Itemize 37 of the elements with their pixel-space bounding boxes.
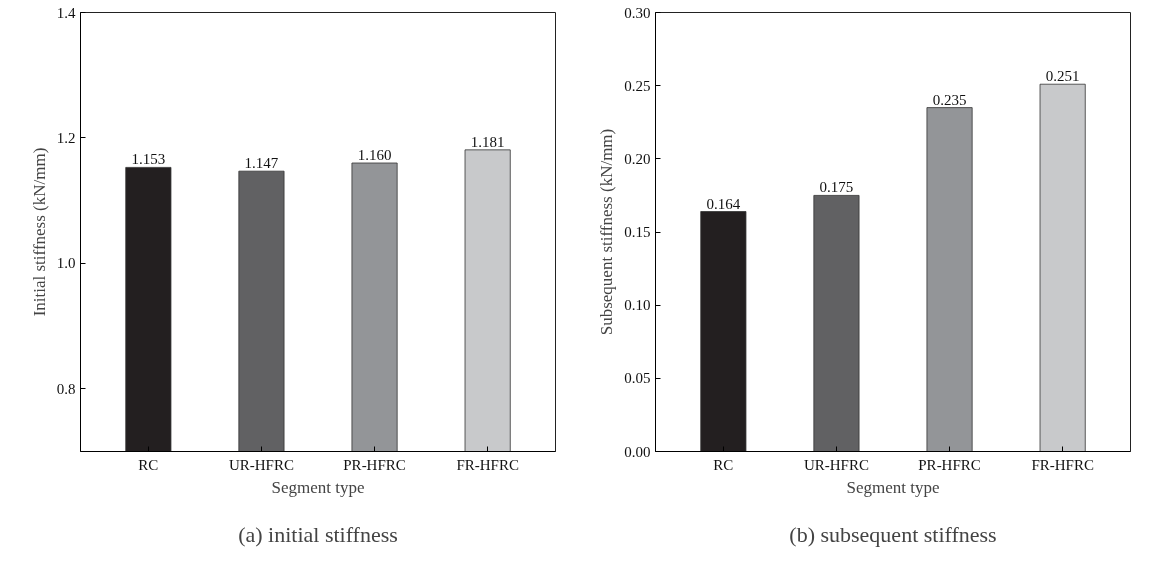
data-label: 0.164 — [706, 195, 741, 212]
x-tick-label: PR-HFRC — [918, 456, 981, 473]
x-tick-label: PR-HFRC — [343, 456, 406, 473]
data-label: 1.147 — [244, 155, 279, 172]
x-tick-label: FR-HFRC — [456, 456, 519, 473]
data-label: 0.235 — [932, 91, 967, 108]
y-axis-title: Subsequent stiffness (kN/mm) — [597, 128, 617, 336]
x-axis-title: Segment type — [271, 477, 365, 497]
bar — [700, 211, 747, 452]
data-label: 1.153 — [131, 151, 166, 168]
y-tick-label: 0.20 — [624, 150, 651, 167]
y-axis-title: Initial stiffness (kN/mm) — [29, 147, 49, 317]
y-tick-label: 0.05 — [624, 370, 651, 387]
y-tick-label: 0.8 — [56, 380, 76, 397]
text: (b) subsequent stiffness — [789, 521, 997, 547]
x-tick-label: UR-HFRC — [803, 456, 869, 473]
bar — [813, 195, 860, 452]
text: (a) initial stiffness — [238, 521, 398, 547]
x-tick-label: RC — [713, 456, 734, 473]
y-tick-label: 0.15 — [624, 224, 651, 240]
y-tick-label: 1.2 — [56, 129, 76, 146]
data-label: 0.175 — [819, 179, 854, 196]
data-label: 1.181 — [470, 133, 505, 150]
y-tick-label: 0.30 — [624, 4, 651, 21]
data-label: 1.160 — [357, 147, 392, 164]
x-tick-label: RC — [138, 456, 159, 473]
x-tick-label: UR-HFRC — [228, 456, 294, 473]
y-tick-label: 1.4 — [56, 4, 76, 21]
y-tick-label: 0.00 — [624, 443, 651, 460]
x-axis-title: Segment type — [846, 477, 940, 497]
y-tick-label: 1.0 — [56, 255, 76, 272]
bar — [926, 107, 973, 452]
y-tick-label: 0.10 — [624, 297, 651, 314]
y-tick-label: 0.25 — [624, 77, 651, 94]
bar — [1039, 83, 1086, 452]
x-tick-label: FR-HFRC — [1031, 456, 1094, 473]
data-label: 0.251 — [1045, 68, 1080, 85]
